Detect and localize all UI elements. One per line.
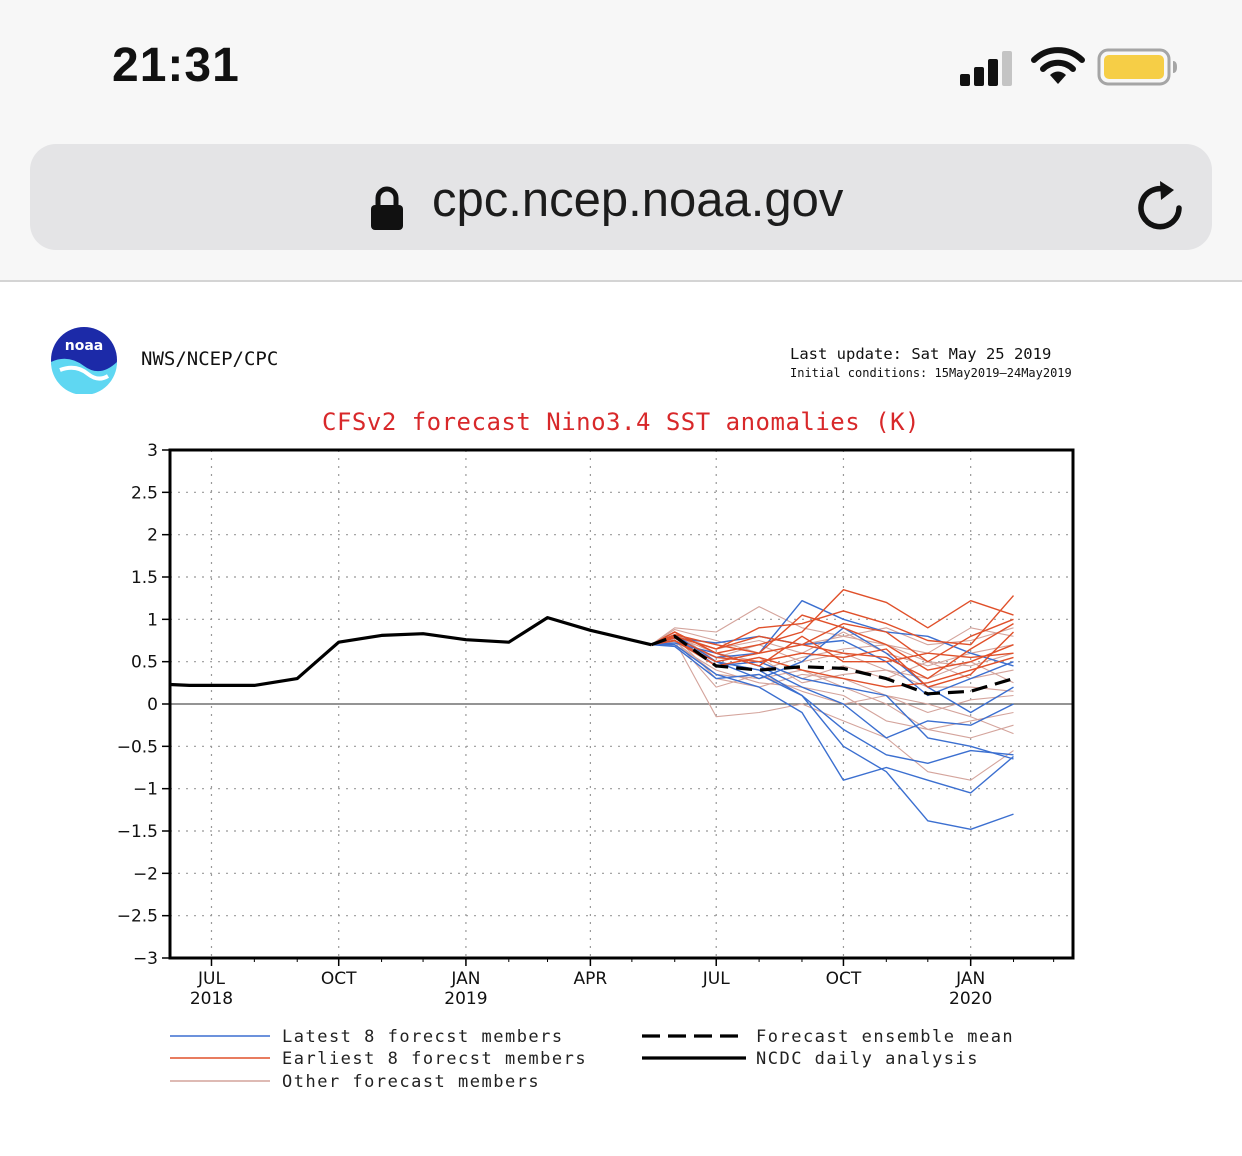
y-tick-label: −0.5 xyxy=(117,737,158,757)
signal-icon xyxy=(960,51,1012,86)
legend-label-dashed-black: Forecast ensemble mean xyxy=(756,1027,1014,1047)
forecast-member-earliest xyxy=(650,618,1014,663)
y-tick-label: 0.5 xyxy=(131,653,158,673)
forecast-member-latest xyxy=(651,644,1014,794)
y-tick-label: −2 xyxy=(133,864,158,884)
x-tick-label: APR xyxy=(574,969,608,989)
forecast-member-earliest xyxy=(651,639,1014,688)
noaa-logo: noaa xyxy=(51,327,117,394)
forecast-member-latest xyxy=(651,635,1014,697)
last-update: Last update: Sat May 25 2019 xyxy=(790,345,1052,363)
ensemble-mean-line xyxy=(650,634,1014,696)
x-tick-label: JAN xyxy=(450,969,480,989)
main-series xyxy=(169,615,1014,696)
clock: 21:31 xyxy=(112,39,240,92)
chart-title: CFSv2 forecast Nino3.4 SST anomalies (K) xyxy=(322,408,920,436)
url-text[interactable]: cpc.ncep.noaa.gov xyxy=(432,173,844,227)
forecast-member-other xyxy=(650,606,1014,654)
battery-icon xyxy=(1097,48,1177,86)
y-tick-label: −3 xyxy=(133,949,158,969)
y-tick-label: 1 xyxy=(147,610,158,630)
address-bar[interactable]: cpc.ncep.noaa.gov xyxy=(30,144,1212,250)
noaa-logo-text: noaa xyxy=(65,338,103,354)
legend-label-other: Other forecast members xyxy=(282,1072,540,1092)
browser-toolbar: cpc.ncep.noaa.gov xyxy=(0,130,1242,282)
y-tick-label: 0 xyxy=(147,695,158,715)
org-label: NWS/NCEP/CPC xyxy=(141,348,279,370)
x-tick-year-label: 2020 xyxy=(949,989,992,1009)
lock-icon xyxy=(371,186,403,230)
legend-label-latest: Latest 8 forecst members xyxy=(282,1027,564,1047)
forecast-member-earliest xyxy=(651,631,1014,688)
legend-label-earliest: Earliest 8 forecst members xyxy=(282,1049,587,1069)
forecast-member-other xyxy=(651,635,1014,680)
y-tick-label: −1 xyxy=(133,780,158,800)
wifi-icon xyxy=(1031,47,1085,84)
forecast-member-other xyxy=(651,639,1014,714)
forecast-member-latest xyxy=(651,644,1014,764)
x-tick-year-label: 2019 xyxy=(444,989,487,1009)
initial-conditions: Initial conditions: 15May2019—24May2019 xyxy=(790,366,1072,380)
forecast-member-other xyxy=(651,639,1014,781)
ncdc-analysis-line xyxy=(169,615,652,688)
axis-ticks: 32.521.510.50−0.5−1−1.5−2−2.5−3JUL2018OC… xyxy=(117,441,1055,1009)
legend-label-solid-black: NCDC daily analysis xyxy=(756,1049,979,1069)
forecast-member-earliest xyxy=(650,614,1014,671)
x-tick-label: JUL xyxy=(702,969,730,989)
forecast-members xyxy=(650,589,1015,830)
y-tick-label: 2 xyxy=(147,526,158,546)
x-tick-label: OCT xyxy=(826,969,862,989)
grid xyxy=(170,450,1073,958)
y-tick-label: 3 xyxy=(147,441,158,461)
x-tick-label: JUL xyxy=(197,969,225,989)
x-tick-year-label: 2018 xyxy=(190,989,233,1009)
x-tick-label: JAN xyxy=(955,969,985,989)
y-tick-label: −1.5 xyxy=(117,822,158,842)
y-tick-label: 2.5 xyxy=(131,483,158,503)
y-tick-label: −2.5 xyxy=(117,907,158,927)
y-tick-label: 1.5 xyxy=(131,568,158,588)
status-bar: 21:31 xyxy=(0,0,1242,130)
x-tick-label: OCT xyxy=(321,969,357,989)
reload-icon[interactable] xyxy=(1134,180,1188,234)
